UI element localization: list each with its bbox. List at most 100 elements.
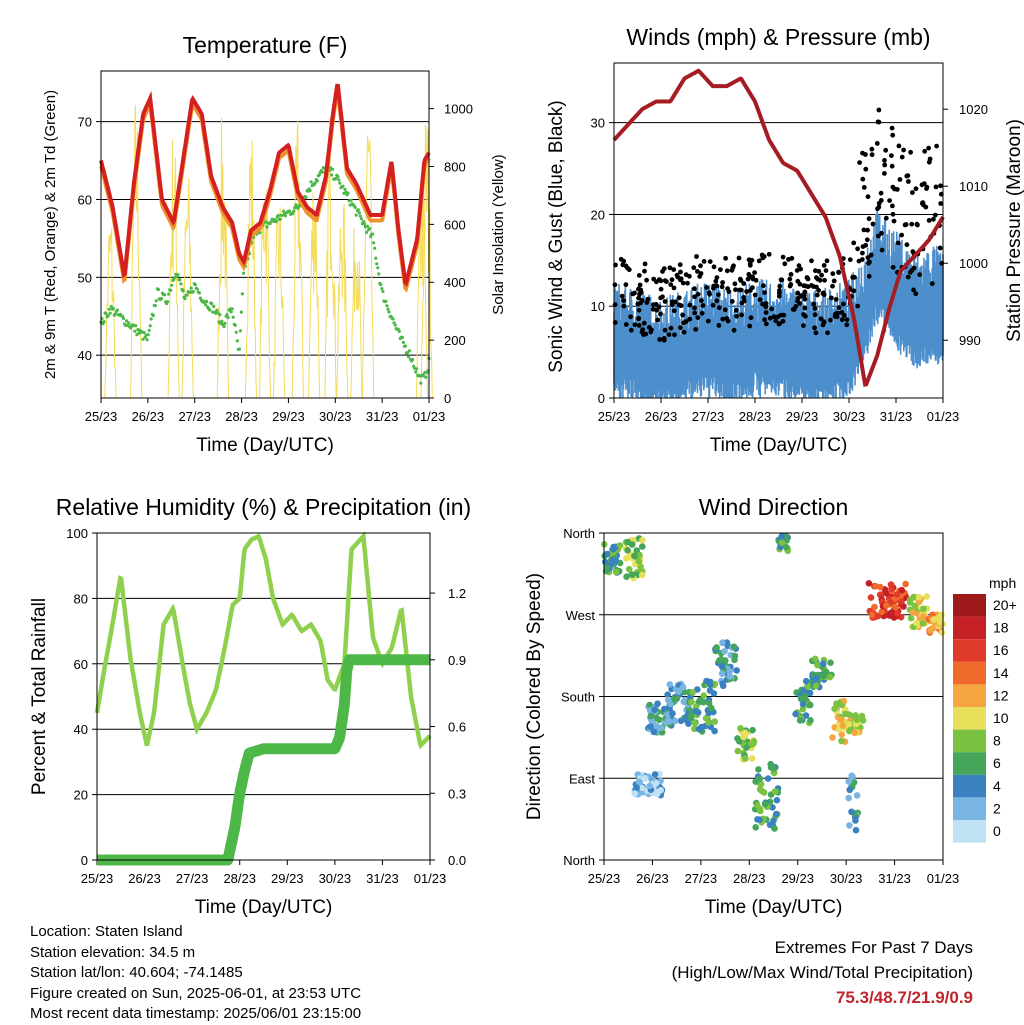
dewpoint-point <box>233 323 237 327</box>
direction-point <box>734 747 742 755</box>
gust-point <box>692 286 697 292</box>
gust-point <box>655 317 660 323</box>
gust-point <box>741 281 747 286</box>
direction-point <box>713 644 720 651</box>
dewpoint-point <box>185 293 189 297</box>
gust-point <box>890 132 896 138</box>
gust-point <box>876 200 882 206</box>
direction-point <box>845 778 852 785</box>
direction-point <box>671 717 679 725</box>
direction-point <box>733 667 740 674</box>
direction-point <box>726 668 733 675</box>
gust-point <box>671 308 677 314</box>
direction-point <box>631 790 638 797</box>
gust-point <box>852 274 857 280</box>
dewpoint-point <box>278 217 282 221</box>
gust-point <box>809 258 814 264</box>
humidity-y2-tick-label: 0.9 <box>448 653 466 668</box>
gust-point <box>693 327 699 332</box>
gust-point <box>938 191 944 197</box>
gust-point <box>931 216 936 222</box>
direction-point <box>801 692 809 700</box>
gust-point <box>705 318 711 324</box>
dewpoint-point <box>397 329 401 333</box>
gust-point <box>817 277 823 283</box>
direction-y-tick-label: North <box>563 853 595 868</box>
gust-point <box>691 265 697 271</box>
gust-series <box>612 107 945 343</box>
gust-point <box>887 198 892 204</box>
direction-x-tick-label: 26/23 <box>636 871 669 886</box>
dewpoint-point <box>113 312 117 316</box>
dewpoint-point <box>313 181 317 185</box>
gust-point <box>876 107 882 113</box>
gust-point <box>671 285 677 291</box>
dewpoint-point <box>274 220 278 224</box>
gust-point <box>863 152 868 157</box>
speed-legend-title: mph <box>989 575 1016 591</box>
direction-point <box>804 683 811 690</box>
gust-point <box>860 250 865 256</box>
gust-point <box>823 268 829 273</box>
location-text: Location: Staten Island <box>30 923 183 940</box>
gust-point <box>692 305 697 311</box>
direction-point <box>623 555 630 562</box>
gust-point <box>876 204 882 210</box>
speed-legend-swatch <box>953 594 986 617</box>
gust-point <box>707 259 713 264</box>
dewpoint-point <box>384 299 388 303</box>
temperature-x-tick-label: 29/23 <box>272 409 305 424</box>
direction-y-tick-label: South <box>561 690 595 705</box>
gust-point <box>821 319 827 325</box>
gust-point <box>756 258 762 264</box>
dewpoint-point <box>183 297 187 301</box>
gust-point <box>857 160 862 166</box>
direction-point <box>602 558 609 566</box>
gust-point <box>798 293 804 299</box>
dewpoint-point <box>154 299 158 303</box>
gust-point <box>890 264 896 270</box>
gust-point <box>879 230 884 236</box>
dewpoint-point <box>276 213 280 218</box>
temperature-x-tick-label: 27/23 <box>178 409 211 424</box>
dewpoint-point <box>239 310 243 314</box>
direction-point <box>876 583 884 591</box>
direction-point <box>827 659 834 666</box>
dewpoint-point <box>141 337 145 341</box>
dewpoint-point <box>356 208 360 212</box>
gust-point <box>637 291 642 297</box>
speed-legend: mph 20+ 18 16 14 12 10 8 6 4 2 0 <box>953 575 1017 843</box>
gust-point <box>771 314 777 319</box>
gust-point <box>662 299 668 304</box>
dewpoint-point <box>241 271 246 275</box>
gust-point <box>773 318 779 324</box>
direction-point <box>691 725 698 733</box>
gust-point <box>678 303 684 309</box>
gust-point <box>711 264 717 270</box>
dewpoint-point <box>145 338 149 342</box>
wind-y2-axis-label: Station Pressure (Maroon) <box>1004 119 1024 342</box>
dewpoint-point <box>331 167 335 171</box>
gust-point <box>695 269 700 274</box>
dewpoint-point <box>106 314 110 318</box>
speed-legend-swatch <box>953 661 986 685</box>
speed-legend-label: 2 <box>993 800 1001 816</box>
temperature-x-tick-label: 28/23 <box>225 409 258 424</box>
dewpoint-point <box>115 308 119 312</box>
dewpoint-point <box>349 198 353 202</box>
gust-point <box>694 254 699 259</box>
gust-point <box>836 305 842 310</box>
gust-point <box>620 262 626 268</box>
direction-point <box>913 619 920 627</box>
direction-point <box>907 614 915 622</box>
solar-spike <box>420 123 433 399</box>
gust-point <box>672 332 677 338</box>
humidity-title: Relative Humidity (%) & Precipitation (i… <box>56 494 471 520</box>
temperature-y-tick-label: 50 <box>78 270 92 285</box>
dewpoint-point <box>225 313 229 317</box>
solar-spike <box>181 177 194 399</box>
gust-point <box>750 285 755 290</box>
gust-point <box>651 302 656 308</box>
gust-point <box>822 277 827 283</box>
dewpoint-point <box>204 303 208 307</box>
